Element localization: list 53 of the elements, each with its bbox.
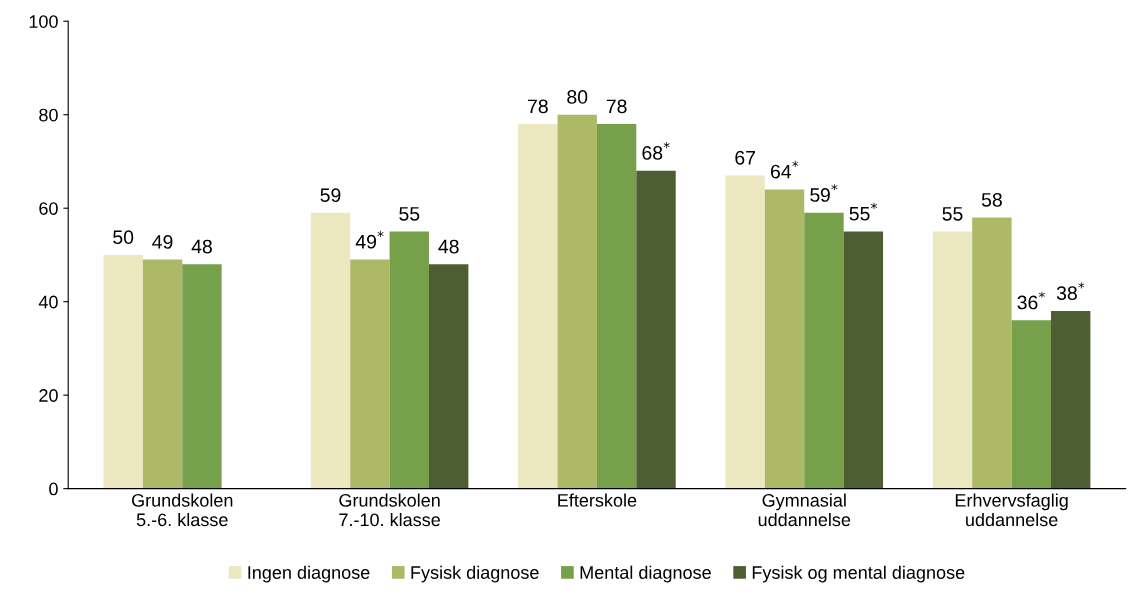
- y-tick-label: 100: [29, 15, 58, 28]
- data-label: 67: [735, 150, 756, 165]
- y-tick-label: 80: [39, 108, 58, 122]
- data-label: 49$^{*}$: [355, 230, 384, 249]
- bar: [350, 259, 390, 489]
- legend-label: Mental diagnose: [580, 565, 711, 583]
- data-label: 55: [399, 207, 420, 221]
- x-tick-label: Grundskolen 5.-6. klasse: [131, 493, 233, 527]
- data-label: 78: [606, 99, 627, 114]
- x-tick-label: Gymnasial uddannelse: [758, 493, 851, 527]
- data-label: 48: [438, 239, 459, 254]
- y-tick-label: 60: [39, 202, 58, 215]
- bar: [725, 175, 765, 489]
- data-label: 38$^{*}$: [1056, 282, 1085, 301]
- data-label: 64$^{*}$: [770, 160, 799, 179]
- bar: [596, 124, 637, 489]
- x-tick-label: Erhvervsfaglig uddannelse: [955, 493, 1068, 527]
- bar: [557, 114, 597, 489]
- x-tick-label: Efterskole: [558, 493, 637, 507]
- data-label: 36$^{*}$: [1017, 291, 1045, 310]
- bar: [764, 189, 805, 489]
- bar: [310, 212, 351, 489]
- data-label: 49: [152, 234, 173, 249]
- bar: [843, 231, 884, 489]
- bar: [518, 124, 558, 489]
- y-tick-label: 20: [39, 389, 58, 402]
- x-tick-label: Grundskolen 7.-10. klasse: [339, 493, 440, 527]
- bar: [389, 231, 429, 489]
- bar: [182, 264, 222, 489]
- data-label: 58: [981, 192, 1002, 207]
- data-label: 50: [113, 230, 134, 245]
- bar: [428, 264, 469, 489]
- bar: [636, 170, 676, 489]
- bar: [1011, 320, 1051, 489]
- bar: [142, 259, 183, 489]
- data-label: 55$^{*}$: [849, 202, 877, 221]
- data-label: 59: [320, 188, 341, 203]
- data-label: 80: [567, 90, 588, 104]
- data-label: 59$^{*}$: [810, 184, 838, 202]
- data-label: 48: [191, 239, 212, 254]
- bar: [972, 217, 1012, 489]
- y-tick-label: 0: [49, 482, 58, 496]
- bar: [932, 231, 973, 489]
- y-tick-label: 40: [38, 295, 58, 309]
- data-label: 68$^{*}$: [642, 142, 670, 160]
- bar: [804, 212, 844, 489]
- data-label: 55: [942, 207, 963, 221]
- legend-label: Fysisk og mental diagnose: [752, 565, 965, 583]
- bar: [103, 254, 143, 489]
- legend-label: Ingen diagnose: [248, 565, 370, 583]
- data-label: 78: [528, 99, 548, 114]
- legend-label: Fysisk diagnose: [411, 565, 539, 583]
- bar: [1050, 311, 1091, 489]
